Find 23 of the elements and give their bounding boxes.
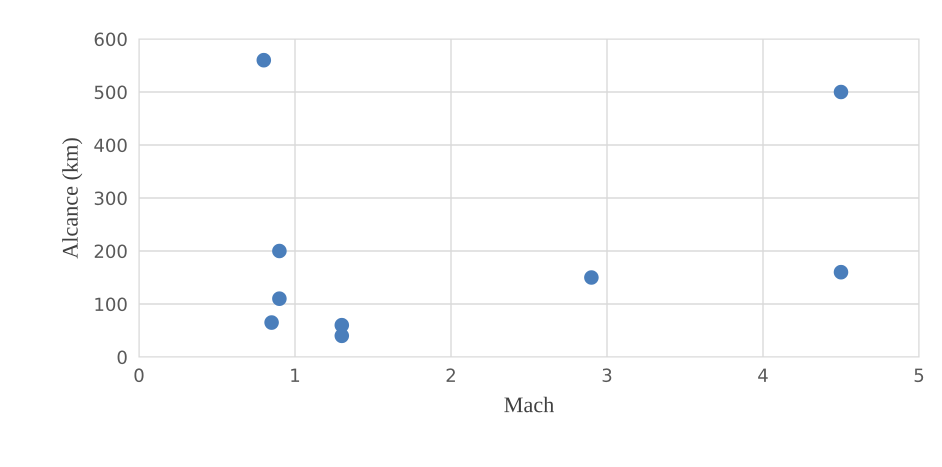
point <box>256 52 272 68</box>
point <box>834 264 848 280</box>
y-tick-label: 600 <box>94 32 127 46</box>
y-tick-label: 200 <box>94 244 127 258</box>
x-tick-label: 2 <box>446 368 455 382</box>
point <box>334 328 350 344</box>
point <box>584 270 599 285</box>
x-tick-label: 3 <box>602 368 612 382</box>
y-tick-label: 0 <box>118 350 127 364</box>
y-tick-label: 300 <box>94 191 127 206</box>
point <box>264 315 279 330</box>
point <box>272 244 287 258</box>
x-axis-title: Mach <box>504 396 554 412</box>
x-tick-label: 5 <box>914 368 924 382</box>
point <box>834 84 848 100</box>
y-tick-label: 100 <box>95 297 127 312</box>
y-tick-label: 400 <box>94 138 127 152</box>
y-axis-title: Alcance (km) <box>62 138 82 259</box>
x-tick-label: 4 <box>758 368 768 382</box>
y-tick-label: 500 <box>94 85 127 100</box>
x-tick-label: 1 <box>291 368 300 382</box>
point <box>272 291 287 306</box>
x-tick-label: 0 <box>134 368 144 382</box>
